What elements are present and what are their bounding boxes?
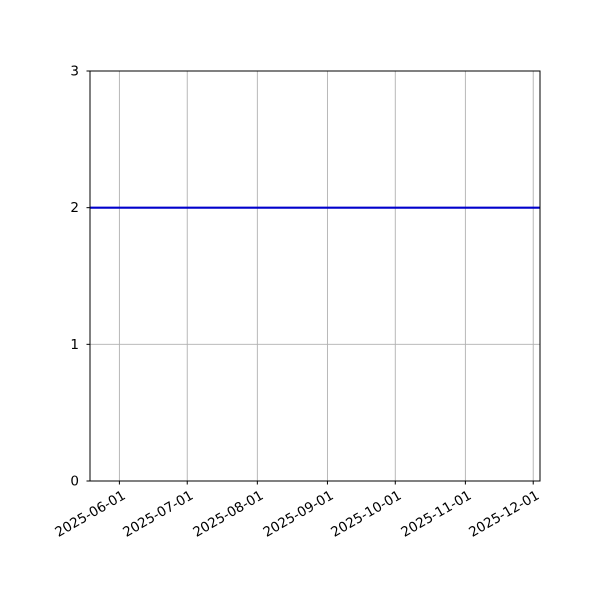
axis-layer xyxy=(86,70,541,485)
x-tick-label: 2025-10-01 xyxy=(328,488,404,541)
tick-label-layer: 2025-06-012025-07-012025-08-012025-09-01… xyxy=(52,64,542,541)
x-tick-label: 2025-07-01 xyxy=(120,488,196,541)
y-tick-label: 0 xyxy=(70,474,79,490)
x-tick-label: 2025-11-01 xyxy=(398,488,474,541)
y-tick-label: 2 xyxy=(70,200,79,216)
x-tick-label: 2025-12-01 xyxy=(466,488,542,541)
x-tick-label: 2025-06-01 xyxy=(52,488,128,541)
y-tick-label: 1 xyxy=(70,337,79,353)
x-tick-label: 2025-09-01 xyxy=(260,488,336,541)
y-tick-label: 3 xyxy=(70,64,79,80)
x-tick-label: 2025-08-01 xyxy=(190,488,266,541)
axes-spines xyxy=(89,70,541,482)
grid-layer xyxy=(90,70,540,482)
